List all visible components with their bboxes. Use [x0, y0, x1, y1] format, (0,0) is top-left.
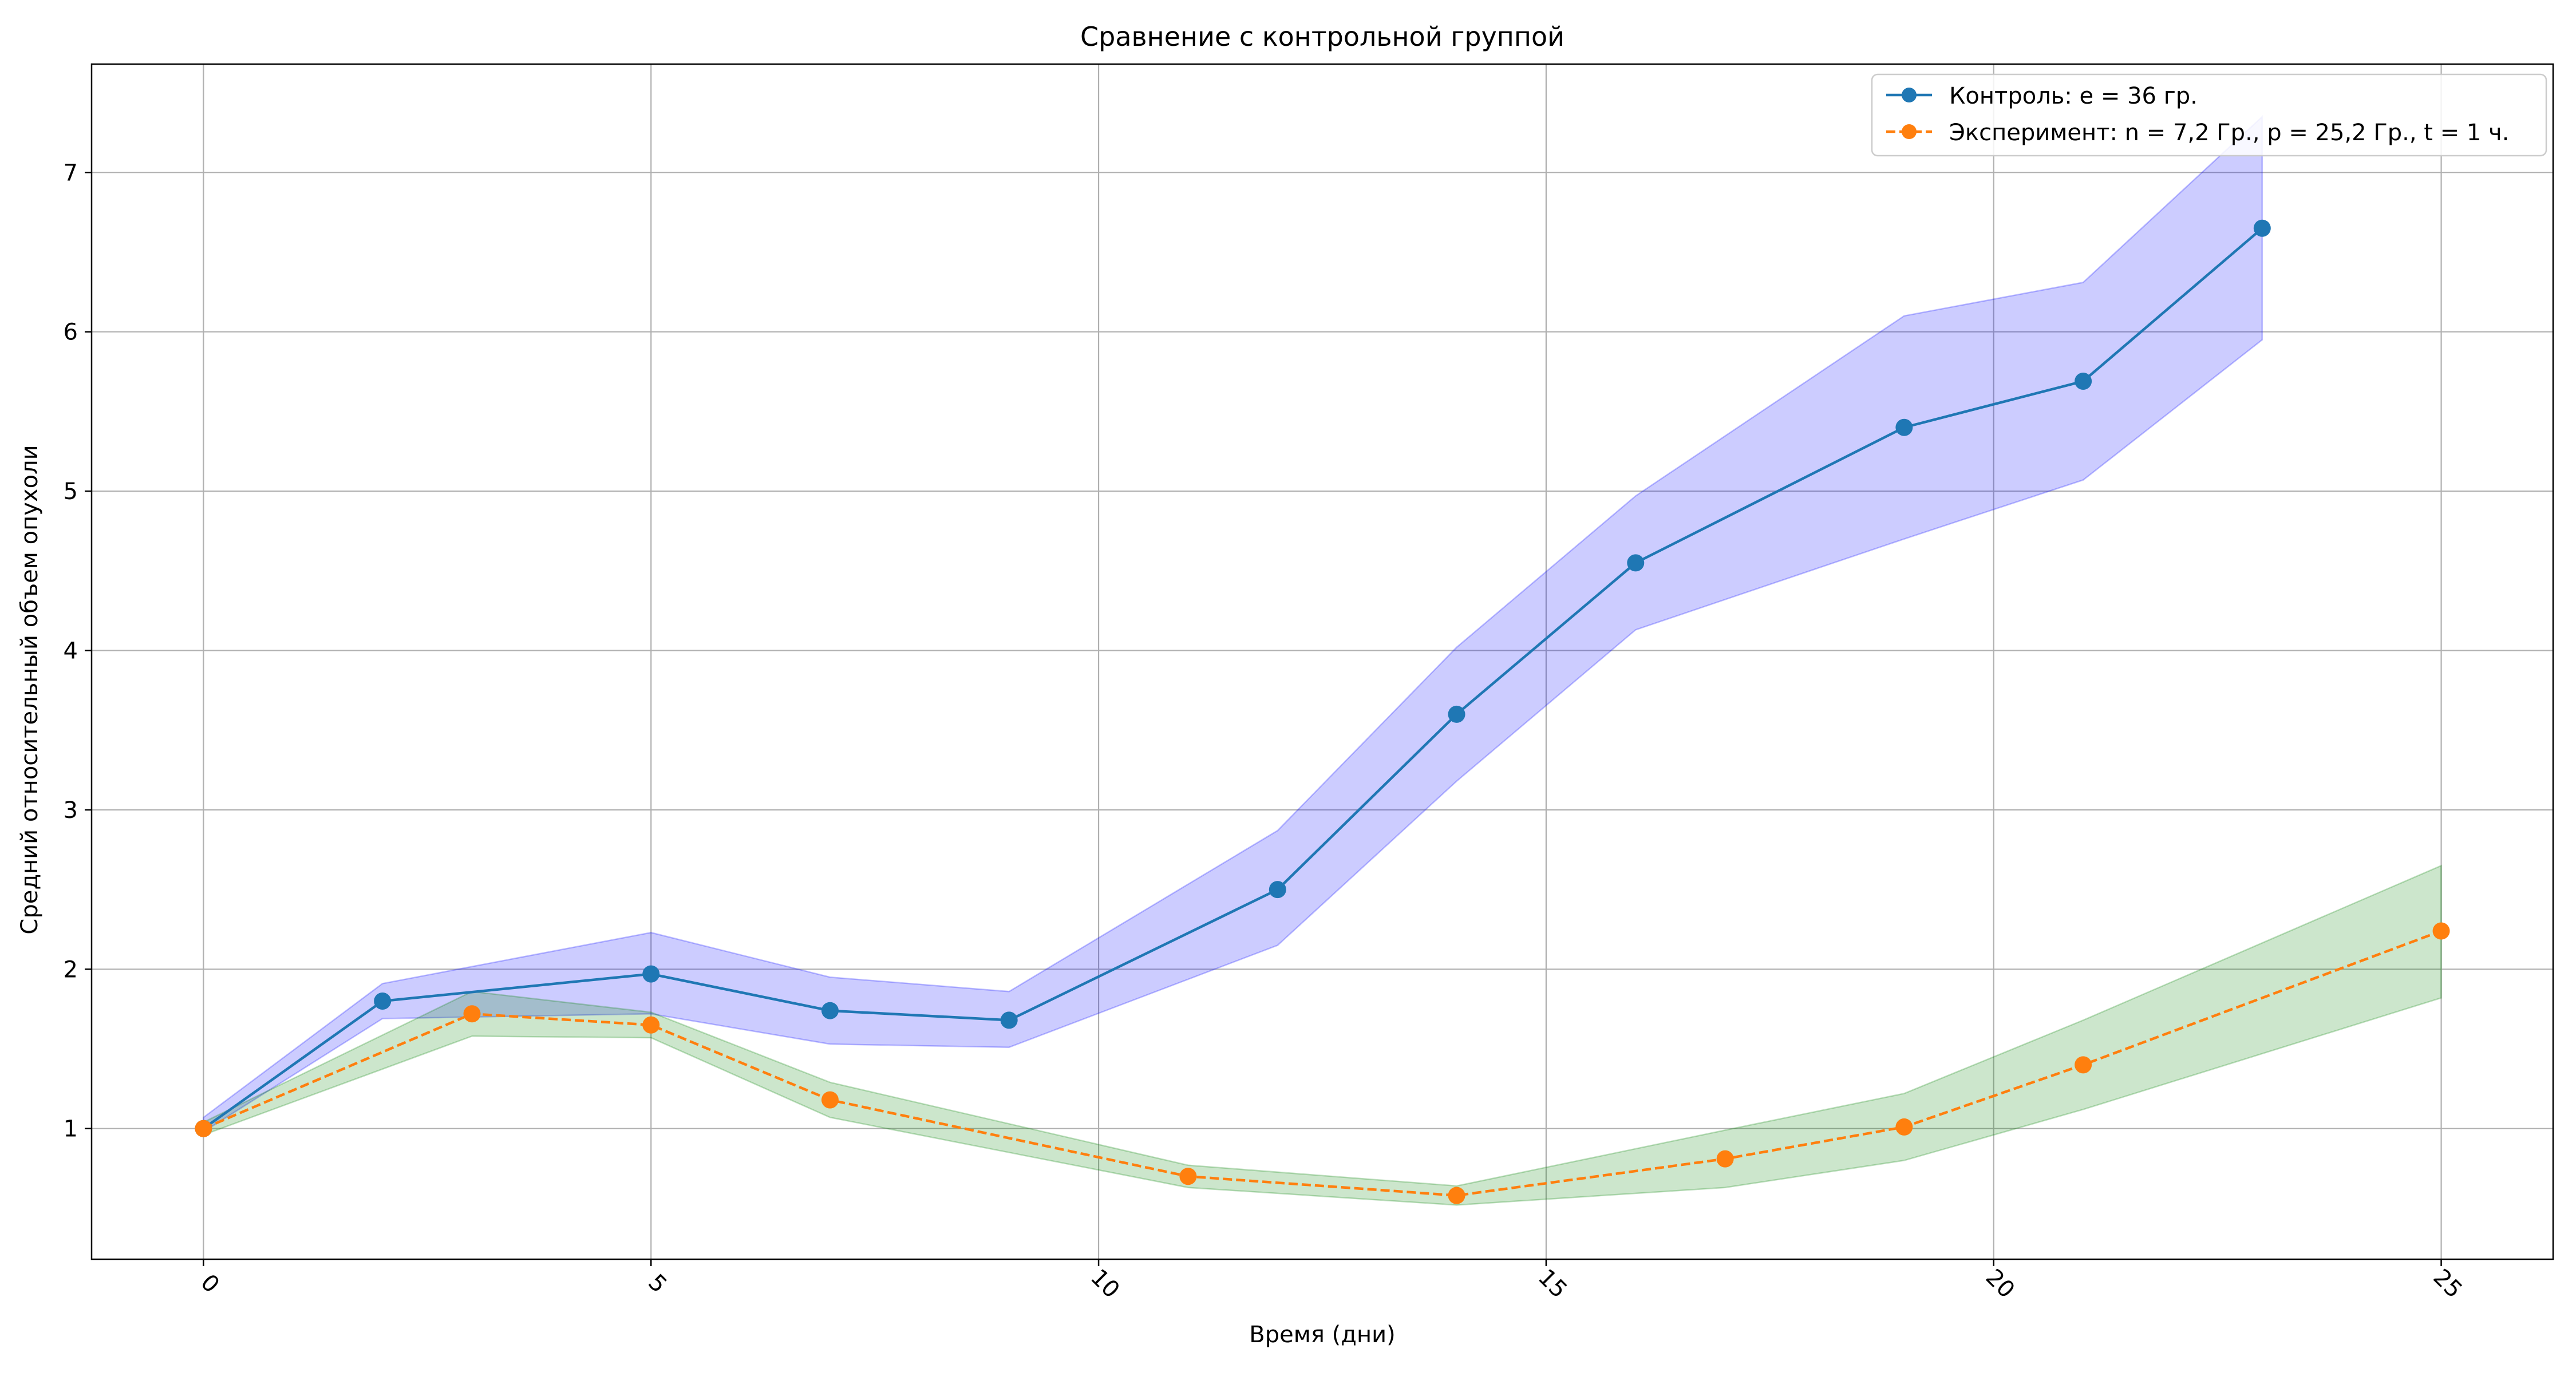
- data-point-experiment: [642, 1016, 660, 1034]
- data-point-control: [1000, 1011, 1018, 1029]
- data-point-control: [821, 1002, 839, 1019]
- legend-box: [1871, 73, 2547, 157]
- y-tick-label: 6: [64, 319, 78, 346]
- data-point-control: [1895, 418, 1913, 436]
- grid: [92, 64, 2553, 1259]
- y-tick-label: 5: [64, 479, 78, 505]
- y-tick-label: 3: [64, 797, 78, 824]
- data-point-control: [2253, 219, 2271, 237]
- data-point-control: [642, 965, 660, 983]
- legend-label-control: Контроль: e = 36 гр.: [1949, 83, 2198, 109]
- error-bands: [203, 115, 2442, 1206]
- data-point-control: [1627, 554, 1645, 572]
- data-point-control: [1448, 705, 1465, 723]
- data-point-experiment: [1179, 1168, 1197, 1185]
- legend-marker-control: [1902, 88, 1917, 102]
- data-point-experiment: [821, 1091, 839, 1109]
- data-point-experiment: [1895, 1118, 1913, 1136]
- data-point-experiment: [2075, 1056, 2092, 1074]
- error-band-control: [203, 115, 2263, 1133]
- data-point-control: [374, 992, 392, 1010]
- y-tick-label: 7: [64, 160, 78, 186]
- legend: Контроль: e = 36 гр. Эксперимент: n = 7,…: [1871, 73, 2547, 157]
- y-axis-label: Средний относительный объем опухоли: [17, 445, 43, 934]
- data-point-experiment: [1716, 1150, 1734, 1168]
- plot-frame: [90, 63, 2554, 1260]
- legend-label-experiment: Эксперимент: n = 7,2 Гр., p = 25,2 Гр., …: [1949, 120, 2509, 146]
- legend-marker-experiment: [1902, 124, 1917, 139]
- x-axis-label: Время (дни): [1249, 1322, 1395, 1348]
- data-point-experiment: [2432, 922, 2450, 940]
- series-markers: [195, 219, 2450, 1204]
- y-tick-label: 4: [64, 638, 78, 665]
- chart-title: Сравнение с контрольной группой: [1080, 21, 1564, 52]
- data-point-experiment: [195, 1120, 212, 1137]
- y-tick-label: 1: [64, 1116, 78, 1142]
- data-point-control: [1269, 881, 1286, 899]
- series-line-experiment: [203, 930, 2442, 1197]
- data-point-experiment: [463, 1005, 481, 1023]
- y-tick-label: 2: [64, 956, 78, 983]
- error-band-experiment: [203, 864, 2442, 1206]
- data-point-experiment: [1448, 1187, 1465, 1204]
- data-point-control: [2075, 373, 2092, 390]
